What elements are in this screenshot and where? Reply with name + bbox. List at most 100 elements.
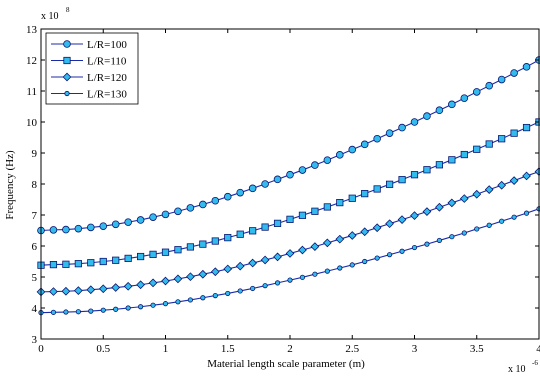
- data-point: [62, 225, 70, 234]
- data-point: [174, 207, 182, 216]
- data-point: [485, 140, 493, 148]
- data-point: [175, 299, 181, 305]
- data-point: [385, 180, 394, 188]
- x-tick-label: 3: [412, 343, 418, 355]
- data-point: [486, 222, 492, 228]
- data-point: [298, 245, 307, 255]
- x-tick-label: 1.5: [221, 343, 235, 355]
- data-point: [397, 215, 407, 225]
- data-point: [311, 207, 319, 215]
- y-tick-label: 8: [32, 179, 38, 191]
- data-point: [62, 260, 70, 268]
- legend-marker: [63, 56, 71, 65]
- data-point: [312, 271, 318, 277]
- data-point: [73, 286, 83, 296]
- data-point: [113, 306, 119, 312]
- y-tick-label: 10: [26, 117, 38, 129]
- legend-box: [45, 32, 139, 105]
- data-point: [398, 176, 406, 184]
- data-point: [98, 284, 108, 294]
- data-point: [261, 223, 269, 231]
- data-point: [75, 309, 81, 315]
- data-point: [87, 223, 95, 232]
- data-point: [286, 215, 294, 223]
- data-point: [499, 218, 505, 224]
- data-point: [484, 185, 494, 194]
- data-point: [186, 272, 195, 282]
- data-point: [111, 220, 120, 229]
- legend-label: L/R=120: [87, 72, 127, 84]
- data-point: [199, 240, 207, 248]
- data-point: [498, 135, 506, 143]
- y-tick-label: 3: [32, 334, 38, 346]
- data-point: [236, 188, 245, 197]
- data-point: [373, 134, 381, 143]
- data-point: [211, 196, 220, 205]
- y-tick-label: 9: [32, 148, 38, 160]
- data-point: [273, 175, 282, 184]
- data-point: [322, 238, 332, 248]
- x-axis-label: Material length scale parameter (m): [207, 358, 365, 370]
- data-point: [435, 106, 444, 115]
- data-point: [435, 161, 444, 169]
- data-point: [273, 252, 282, 262]
- data-point: [224, 234, 232, 242]
- data-point: [99, 222, 108, 230]
- x-tick-label: 0.5: [96, 343, 110, 355]
- data-point: [323, 203, 331, 211]
- data-point: [63, 309, 69, 315]
- data-point: [136, 252, 145, 261]
- legend-marker: [62, 72, 72, 82]
- series-3: [36, 167, 540, 297]
- legend-marker: [63, 40, 71, 48]
- legend-label: L/R=100: [87, 39, 127, 51]
- data-point: [324, 268, 330, 274]
- data-point: [497, 75, 506, 84]
- data-point: [262, 283, 268, 289]
- y-tick-label: 11: [26, 86, 37, 98]
- data-point: [523, 210, 530, 216]
- data-point: [210, 267, 220, 277]
- data-point: [237, 288, 243, 294]
- x-tick-label: 0: [38, 343, 44, 355]
- data-point: [136, 280, 145, 290]
- data-point: [88, 308, 94, 314]
- data-point: [200, 295, 206, 301]
- data-point: [74, 224, 83, 233]
- data-point: [111, 283, 121, 292]
- data-point: [198, 269, 208, 279]
- series-4: [38, 206, 540, 316]
- data-point: [235, 261, 245, 271]
- x-tick-label: 3.5: [470, 343, 484, 355]
- data-point: [460, 94, 469, 102]
- legend-marker: [64, 90, 70, 97]
- data-point: [161, 276, 170, 286]
- data-point: [61, 286, 71, 296]
- data-point: [485, 81, 494, 90]
- data-point: [510, 129, 518, 137]
- data-point: [497, 180, 507, 190]
- y-multiplier: x 10: [41, 11, 59, 22]
- legend-entry: L/R=100: [51, 39, 127, 51]
- data-point: [348, 145, 357, 154]
- y-tick-label: 7: [32, 210, 38, 222]
- data-point: [423, 112, 431, 120]
- data-point: [149, 213, 157, 221]
- data-point: [349, 262, 355, 268]
- data-point: [385, 219, 394, 229]
- legend-label: L/R=110: [87, 56, 127, 68]
- data-point: [138, 304, 144, 310]
- data-point: [335, 234, 345, 244]
- data-point: [372, 223, 382, 233]
- data-point: [459, 194, 469, 203]
- data-point: [522, 171, 531, 181]
- data-point: [435, 202, 444, 212]
- data-point: [248, 184, 257, 193]
- data-point: [87, 259, 95, 267]
- x-tick-label: 2.5: [345, 343, 359, 355]
- data-point: [212, 292, 218, 299]
- data-point: [49, 226, 58, 234]
- x-tick-label: 2: [287, 343, 293, 355]
- data-point: [423, 166, 431, 174]
